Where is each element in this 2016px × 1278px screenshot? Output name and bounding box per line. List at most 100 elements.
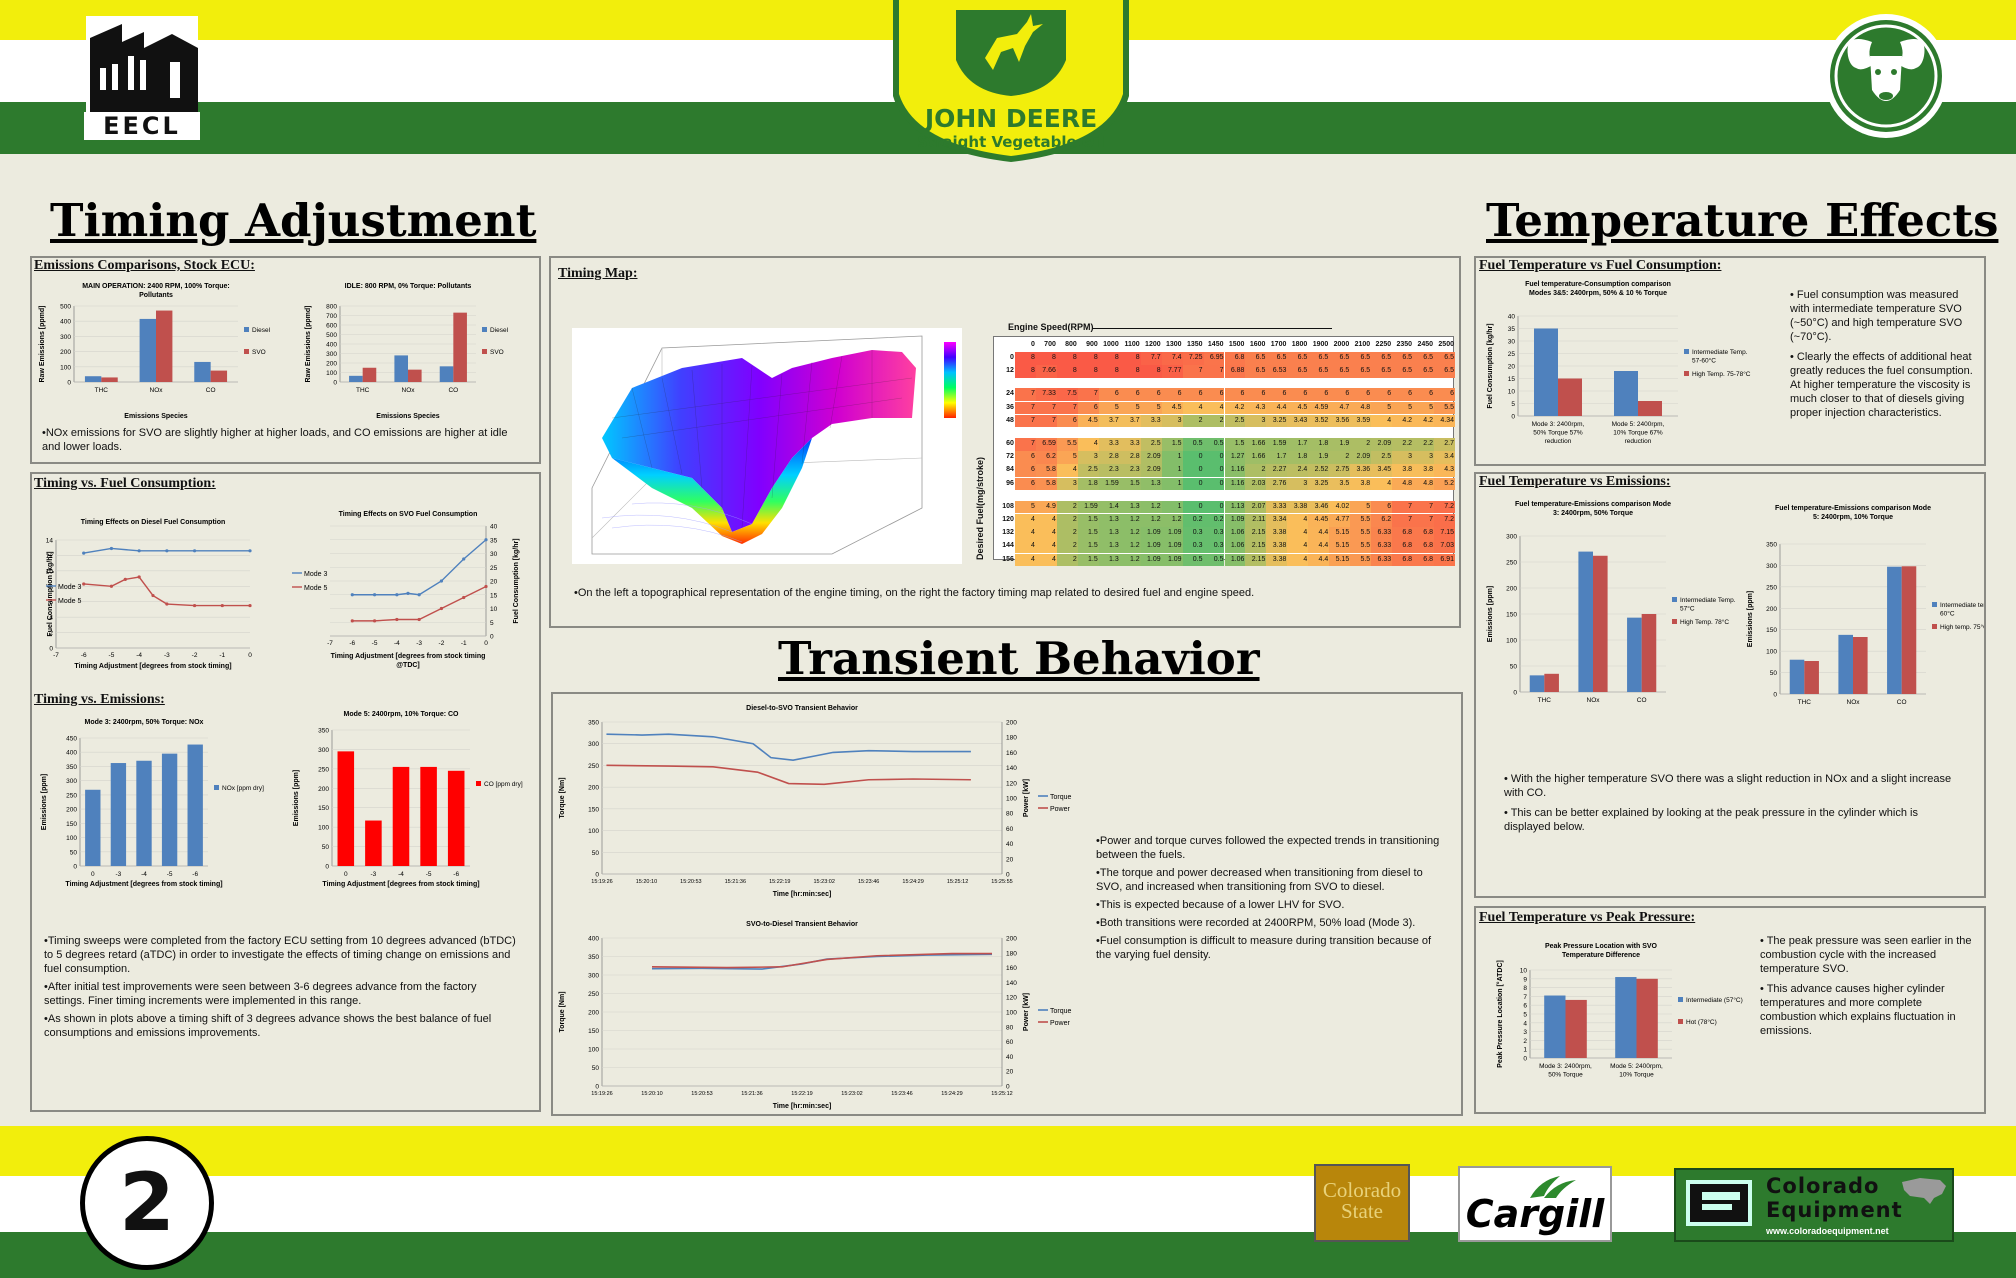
y2-tick-label: 80 (1006, 811, 1014, 818)
y-tick-label: 0 (67, 380, 71, 387)
x-tick-label: reduction (1545, 438, 1572, 445)
timing-cell: 6.5 (1392, 365, 1414, 378)
y-tick-label: 150 (1506, 612, 1517, 619)
timing-cell: 2.09 (1140, 451, 1162, 464)
timing-cell: 2.3 (1098, 464, 1120, 477)
series-point (109, 584, 114, 588)
y2-tick-label: 40 (1006, 1054, 1014, 1061)
timing-cell: 1.2 (1119, 540, 1141, 553)
timing-cell: 2 (1056, 527, 1078, 540)
timing-cell: 4.5 (1161, 401, 1183, 415)
csu-logo-line1: Colorado (1322, 1178, 1402, 1202)
timing-cell: 2.75 (1329, 464, 1351, 477)
timing-cell: 3.45 (1371, 464, 1393, 477)
timing-cell: 6 (1056, 414, 1078, 428)
series-line (606, 764, 971, 786)
y2-tick-label: 140 (1006, 980, 1017, 987)
timing-note-2: •After initial test improvements were se… (44, 981, 477, 1007)
y-tick-label: 100 (588, 828, 599, 835)
timing-cell: 6.88 (1224, 365, 1246, 378)
y-tick-label: 6 (49, 599, 53, 606)
timing-cell: 1.06 (1224, 527, 1246, 540)
timing-cell: 6 (1224, 388, 1246, 401)
legend-swatch (1678, 1019, 1683, 1024)
timing-cell: 2 (1056, 500, 1078, 514)
x-tick-label: 50% Torque (1548, 1072, 1583, 1079)
series-point (192, 603, 197, 608)
timing-cell: 7 (1413, 500, 1435, 514)
y-tick-label: 400 (60, 319, 71, 326)
timing-cell: 2 (1329, 451, 1351, 464)
timing-cell: 4 (1287, 514, 1309, 527)
y-tick-label: 0 (1511, 414, 1515, 421)
legend-swatch (244, 349, 249, 354)
y-tick-label: 200 (318, 786, 329, 793)
legend-label: Diesel (490, 327, 509, 334)
timing-cell: 3.8 (1413, 464, 1435, 477)
y-axis-label: Torque [Nm] (559, 777, 566, 818)
timing-cell: 8 (1119, 365, 1141, 378)
y-tick-label: 100 (1506, 638, 1517, 645)
timing-cell: 2.7 (1434, 438, 1455, 451)
x-tick-label: Mode 3: 2400rpm, (1532, 421, 1585, 428)
timing-cell: 4.45 (1308, 514, 1330, 527)
x-tick-label: CO (1637, 697, 1647, 704)
x-tick-label: Mode 5: 2400rpm, (1612, 421, 1665, 428)
chart-title: Modes 3&5: 2400rpm, 50% & 10 % Torque (1529, 290, 1667, 297)
timing-cell: 6 (1350, 388, 1372, 401)
timing-cell: 3.38 (1266, 527, 1288, 540)
y-tick-label: 150 (66, 821, 77, 828)
y-tick-label: 10 (490, 606, 498, 613)
timing-cell: 1.2 (1119, 527, 1141, 540)
timing-cell: 6 (1077, 401, 1099, 415)
y-axis-label: Peak Pressure Location [°ATDC] (1496, 960, 1504, 1068)
y-tick-label: 100 (66, 835, 77, 842)
timing-cell: 2.8 (1119, 451, 1141, 464)
chart-title: Diesel-to-SVO Transient Behavior (746, 705, 858, 712)
chart-d2s: Diesel-to-SVO Transient Behavior 0 50 100 15… (559, 705, 1072, 898)
chart-title: SVO-to-Diesel Transient Behavior (746, 921, 858, 928)
y2-tick-label: 180 (1006, 950, 1017, 957)
y-axis-label: Fuel Consumption [kg/hr] (513, 538, 520, 623)
y-tick-label: 100 (1766, 649, 1777, 656)
emissions-note: •NOx emissions for SVO are slightly high… (42, 427, 508, 453)
timing-cell: 6.8 (1392, 540, 1414, 553)
timing-cell: 7 (1014, 388, 1036, 401)
timing-cell: 5 (1413, 401, 1435, 415)
emissions-heading: Emissions Comparisons, Stock ECU: (34, 258, 255, 273)
legend-label: NOx [ppm dry] (222, 785, 264, 792)
timing-cell: 4 (1035, 514, 1057, 527)
y2-tick-label: 180 (1006, 735, 1017, 742)
bar (447, 770, 465, 866)
chart-title: 5: 2400rpm, 10% Torque (1813, 514, 1893, 521)
timing-cell: 4.4 (1266, 401, 1288, 415)
timing-cell: 1.06 (1224, 540, 1246, 553)
bar (1804, 661, 1819, 694)
y-tick-label: 50 (1770, 670, 1778, 677)
x-tick-label: 50% Torque 57% (1533, 430, 1583, 437)
x-tick-label: 15:23:46 (858, 879, 879, 885)
y-tick-label: 20 (490, 579, 498, 586)
bar (453, 312, 467, 382)
ce-name-2: Equipment (1766, 1198, 1903, 1222)
timing-cell: 7.4 (1161, 352, 1183, 365)
fuel-row-label: 132 (1002, 529, 1014, 537)
y-axis-label: Fuel Consumption [kg/hr] (1487, 323, 1494, 408)
bar (136, 760, 152, 866)
y-tick-label: 5 (1511, 401, 1515, 408)
timing-cell: 2.4 (1287, 464, 1309, 477)
chart-temp-em5: Fuel temperature-Emissions comparison Mo… (1747, 505, 1984, 706)
timing-cell: 6.8 (1413, 553, 1435, 567)
chart-title: Mode 3: 2400rpm, 50% Torque: NOx (85, 719, 204, 726)
y-tick-label: 300 (318, 747, 329, 754)
timing-cell: 4 (1035, 553, 1057, 567)
timing-cell: 2.09 (1140, 464, 1162, 477)
x-axis-label: Timing Adjustment [degrees from stock ti… (74, 663, 231, 670)
temp-em-notes: • With the higher temperature SVO there … (1504, 772, 1964, 840)
timing-cell: 6.5 (1350, 352, 1372, 365)
x-axis-label: Emissions Species (376, 413, 440, 420)
timing-cell: 2.15 (1245, 553, 1267, 567)
y-axis-label: Torque [Nm] (559, 991, 566, 1032)
timing-cell: 6 (1119, 388, 1141, 401)
rpm-header: 1000 (1103, 341, 1119, 348)
